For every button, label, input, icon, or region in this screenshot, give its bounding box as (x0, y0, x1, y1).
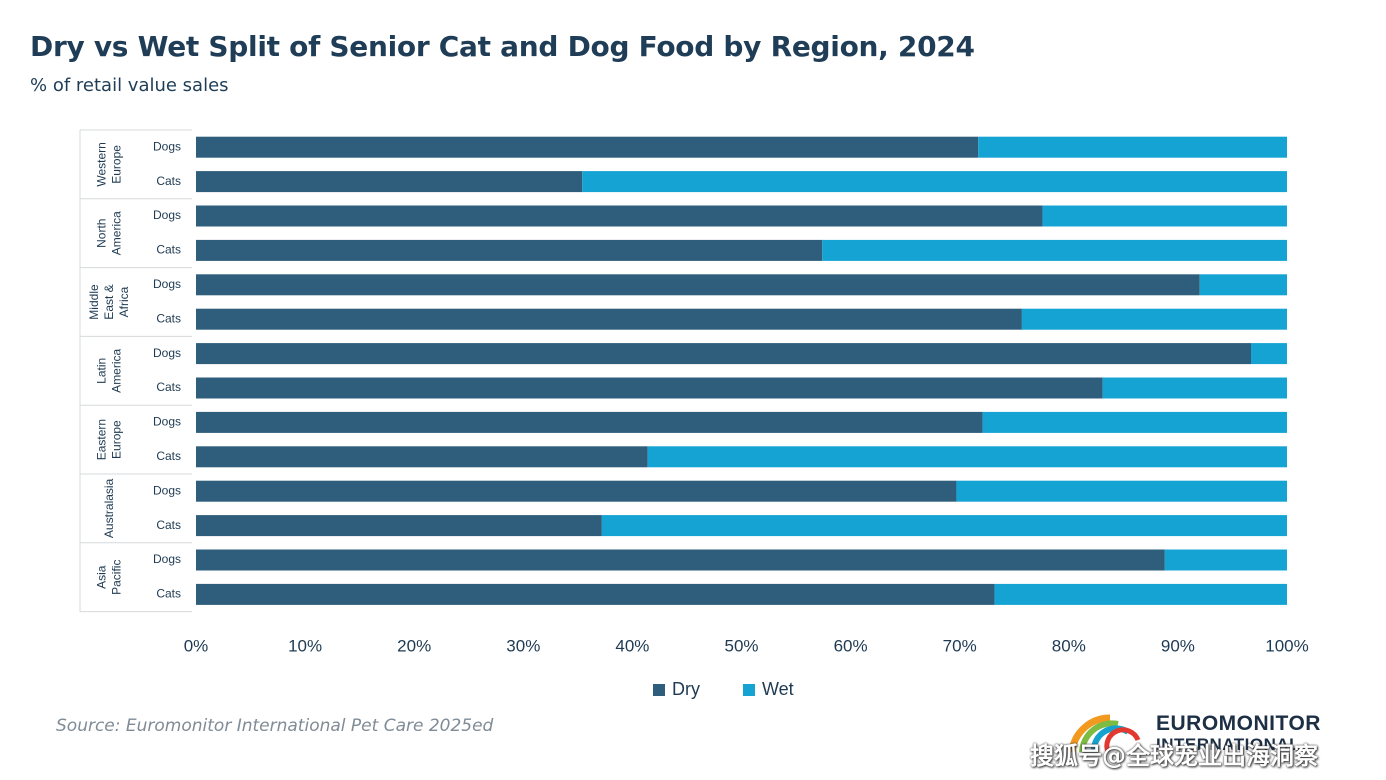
bar-dry (196, 377, 1103, 399)
bar-wet (582, 171, 1287, 193)
source-note: Source: Euromonitor International Pet Ca… (56, 716, 494, 736)
bar-wet (822, 239, 1287, 261)
bar-dry (196, 515, 602, 537)
category-label: Dogs (153, 483, 181, 497)
region-label: America (110, 348, 124, 392)
legend-label-wet: Wet (762, 679, 794, 699)
bar-wet (601, 515, 1287, 537)
region-label: Europe (110, 145, 124, 184)
bar-wet (1199, 274, 1287, 296)
category-label: Cats (156, 380, 181, 394)
bar-dry (196, 480, 957, 502)
chart-title: Dry vs Wet Split of Senior Cat and Dog F… (30, 30, 975, 63)
x-tick-label: 100% (1265, 636, 1308, 655)
x-tick-label: 30% (506, 636, 540, 655)
x-tick-label: 70% (943, 636, 977, 655)
bar-wet (1021, 308, 1287, 330)
category-label: Cats (156, 311, 181, 325)
region-label: Western (95, 142, 109, 186)
bar-dry (196, 446, 648, 468)
bar-wet (1042, 205, 1287, 227)
x-tick-label: 60% (834, 636, 868, 655)
category-label: Cats (156, 174, 181, 188)
category-label: Cats (156, 449, 181, 463)
x-tick-label: 50% (724, 636, 758, 655)
region-label: America (110, 211, 124, 255)
region-label: Africa (117, 286, 131, 317)
watermark-text: 搜狐号@全球宠业出海洞察 (1030, 742, 1318, 770)
bar-dry (196, 239, 823, 261)
bar-dry (196, 343, 1251, 365)
bar-dry (196, 274, 1200, 296)
region-label: Australasia (102, 478, 116, 538)
bar-wet (956, 480, 1287, 502)
bar-wet (647, 446, 1287, 468)
region-label: Latin (95, 358, 109, 384)
x-tick-label: 0% (184, 636, 209, 655)
category-label: Dogs (153, 139, 181, 153)
category-label: Cats (156, 587, 181, 601)
x-tick-label: 80% (1052, 636, 1086, 655)
bar-wet (978, 136, 1287, 158)
x-tick-label: 40% (615, 636, 649, 655)
region-label: Middle (87, 284, 101, 320)
region-label: North (95, 219, 109, 248)
bar-dry (196, 205, 1043, 227)
euromonitor-logo: EUROMONITOR INTERNATIONAL (1068, 708, 1338, 756)
bar-wet (1164, 549, 1287, 571)
bar-dry (196, 583, 995, 605)
bar-dry (196, 136, 979, 158)
bar-wet (1102, 377, 1287, 399)
bar-wet (982, 411, 1287, 433)
category-label: Cats (156, 243, 181, 257)
legend-swatch-wet (743, 684, 755, 696)
region-label: Eastern (95, 419, 109, 460)
bar-dry (196, 411, 983, 433)
bar-dry (196, 308, 1022, 330)
region-label: Europe (110, 420, 124, 459)
bar-dry (196, 549, 1165, 571)
bar-wet (1250, 343, 1287, 365)
logo-name: EUROMONITOR (1156, 712, 1321, 735)
region-label: Asia (95, 565, 109, 589)
chart-subtitle: % of retail value sales (30, 75, 229, 96)
x-tick-label: 20% (397, 636, 431, 655)
legend-swatch-dry (653, 684, 665, 696)
legend-label-dry: Dry (672, 679, 700, 699)
category-label: Dogs (153, 415, 181, 429)
bar-dry (196, 171, 583, 193)
logo-arc-icon (1068, 714, 1141, 752)
x-tick-label: 10% (288, 636, 322, 655)
logo-subname: INTERNATIONAL (1156, 735, 1301, 754)
region-label: Pacific (110, 560, 124, 595)
x-tick-label: 90% (1161, 636, 1195, 655)
region-label: East & (102, 284, 116, 319)
category-label: Dogs (153, 552, 181, 566)
category-label: Dogs (153, 208, 181, 222)
category-label: Dogs (153, 346, 181, 360)
bar-wet (994, 583, 1287, 605)
category-label: Cats (156, 518, 181, 532)
category-label: Dogs (153, 277, 181, 291)
